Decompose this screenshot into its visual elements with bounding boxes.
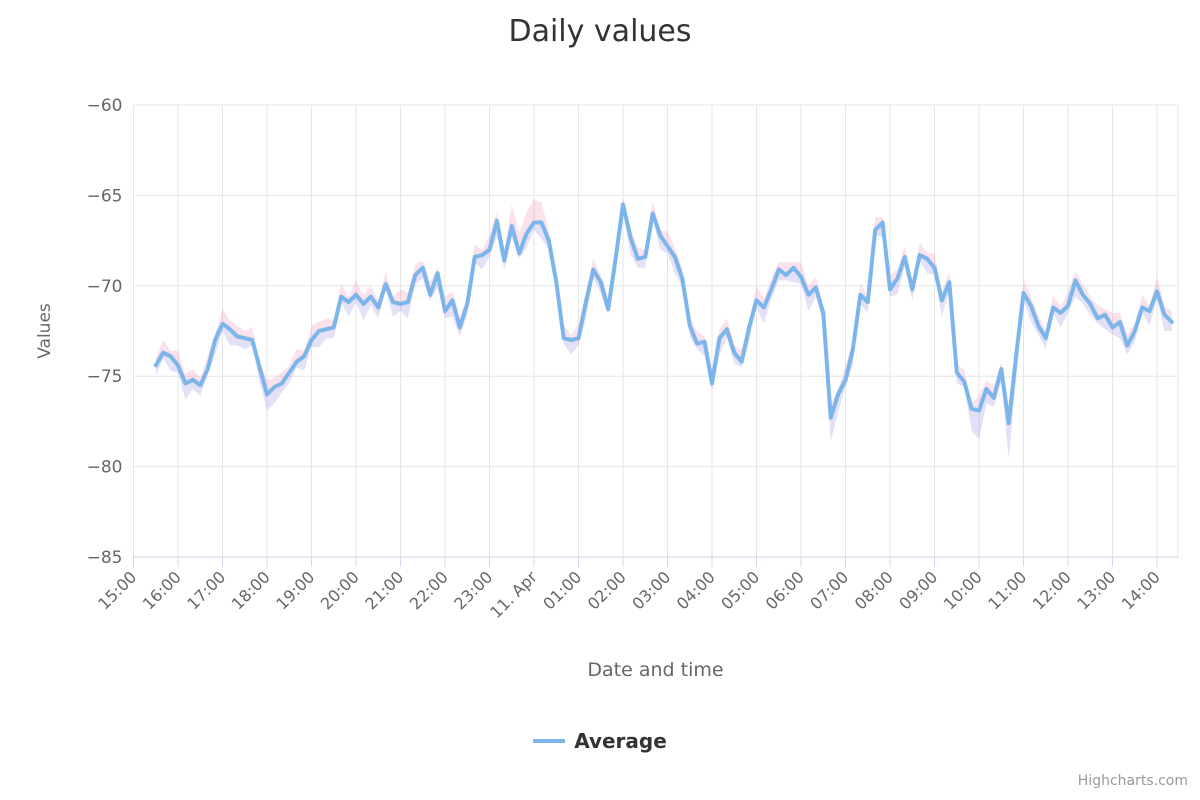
x-axis-tick-label: 05:00 — [717, 567, 763, 613]
y-axis-title: Values — [35, 303, 55, 359]
range-band-upper — [155, 197, 1172, 424]
legend-label: Average — [574, 729, 667, 753]
legend-item-average[interactable]: Average — [533, 729, 667, 753]
x-axis-tick-label: 15:00 — [94, 567, 140, 613]
x-axis-tick-label: 19:00 — [272, 567, 318, 613]
x-axis-tick-label: 16:00 — [139, 567, 185, 613]
x-axis-tick-label: 13:00 — [1073, 567, 1119, 613]
x-axis-title: Date and time — [587, 659, 724, 681]
legend: Average — [0, 729, 1200, 753]
x-axis-tick-label: 02:00 — [584, 567, 630, 613]
x-axis-tick-label: 08:00 — [851, 567, 897, 613]
y-axis-tick-label: −85 — [87, 548, 123, 568]
y-axis-tick-label: −80 — [87, 458, 123, 478]
x-axis-tick-label: 07:00 — [806, 567, 852, 613]
credits-link[interactable]: Highcharts.com — [1077, 773, 1188, 789]
x-axis-tick-label: 04:00 — [673, 567, 719, 613]
x-axis-tick-label: 06:00 — [762, 567, 808, 613]
x-axis-tick-label: 01:00 — [539, 567, 585, 613]
x-axis-tick-label: 11:00 — [984, 567, 1030, 613]
x-axis-tick-label: 14:00 — [1118, 567, 1164, 613]
y-axis-tick-label: −70 — [87, 277, 123, 297]
x-axis-tick-label: 03:00 — [628, 567, 674, 613]
x-axis-tick-label: 18:00 — [228, 567, 274, 613]
x-axis-tick-label: 21:00 — [361, 567, 407, 613]
series-line-average[interactable] — [153, 202, 1174, 426]
legend-line-marker-icon — [533, 739, 566, 743]
x-axis-tick-label: 17:00 — [183, 567, 229, 613]
chart-title: Daily values — [508, 14, 692, 49]
x-axis-tick-label: 22:00 — [406, 567, 452, 613]
y-axis-tick-label: −75 — [87, 367, 123, 387]
x-axis-tick-label: 20:00 — [317, 567, 363, 613]
y-axis-tick-label: −60 — [87, 96, 123, 116]
y-axis-tick-label: −65 — [87, 186, 123, 206]
x-axis-tick-label: 10:00 — [940, 567, 986, 613]
x-axis-tick-label: 09:00 — [895, 567, 941, 613]
x-axis-tick-label: 12:00 — [1029, 567, 1075, 613]
x-axis-tick-label: 11. Apr — [486, 567, 541, 622]
